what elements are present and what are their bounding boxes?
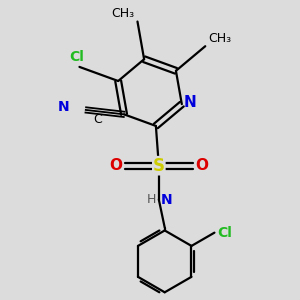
Text: CH₃: CH₃ [111,7,134,20]
Text: O: O [196,158,208,173]
Text: N: N [184,95,196,110]
Text: H: H [146,193,156,206]
Text: S: S [153,157,165,175]
Text: C: C [93,113,102,126]
Text: Cl: Cl [218,226,232,240]
Text: N: N [58,100,70,114]
Text: CH₃: CH₃ [208,32,231,45]
Text: O: O [109,158,122,173]
Text: N: N [160,193,172,206]
Text: Cl: Cl [69,50,84,64]
